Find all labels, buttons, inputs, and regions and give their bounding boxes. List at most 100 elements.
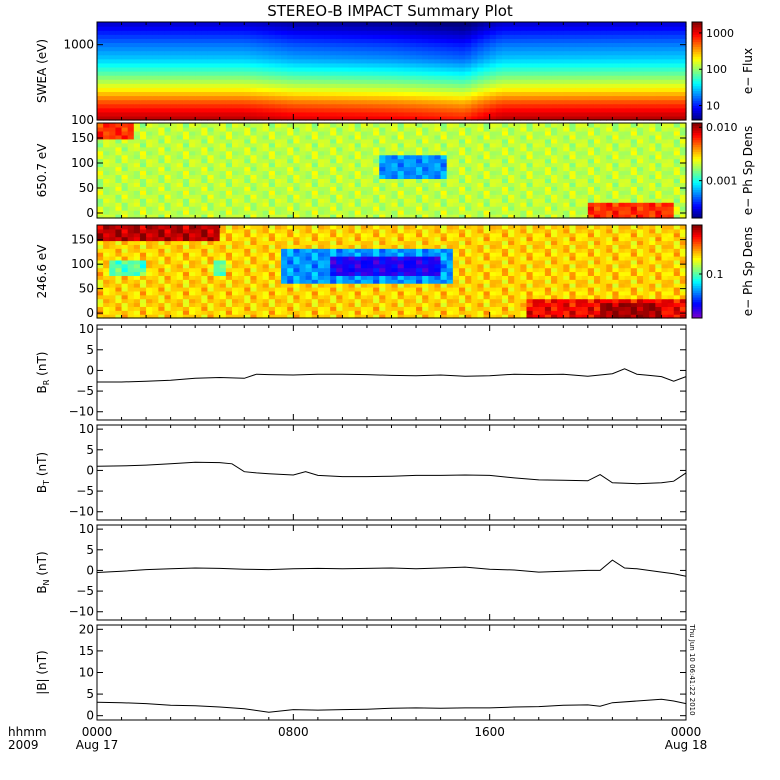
heatmap-cell (495, 178, 503, 183)
heatmap-cell (630, 99, 638, 105)
heatmap-cell (587, 103, 595, 109)
heatmap-cell (649, 134, 656, 140)
heatmap-cell (397, 210, 405, 215)
heatmap-cell (495, 91, 503, 97)
heatmap-cell (109, 206, 117, 211)
heatmap-cell (600, 95, 607, 101)
heatmap-cell (661, 111, 669, 117)
heatmap-cell (526, 75, 534, 80)
heatmap-cell (643, 206, 650, 211)
heatmap-cell (268, 170, 276, 176)
heatmap-cell (612, 158, 620, 164)
heatmap-cell (195, 38, 202, 44)
heatmap-cell (618, 146, 626, 152)
heatmap-cell (299, 210, 307, 215)
heatmap-cell (195, 50, 202, 56)
heatmap-cell (189, 71, 196, 76)
heatmap-cell (189, 210, 196, 215)
heatmap-cell (649, 150, 656, 156)
heatmap-cell (397, 26, 405, 31)
heatmap-cell (373, 75, 380, 80)
heatmap-cell (256, 130, 264, 136)
heatmap-cell (317, 71, 325, 76)
heatmap-cell (483, 26, 491, 31)
heatmap-cell (477, 115, 485, 121)
heatmap-cell (495, 103, 503, 109)
heatmap-cell (428, 186, 436, 191)
heatmap-cell (544, 38, 552, 44)
heatmap-cell (526, 130, 534, 136)
heatmap-cell (508, 154, 515, 160)
heatmap-cell (397, 186, 405, 191)
heatmap-cell (360, 202, 368, 207)
heatmap-cell (317, 190, 325, 195)
heatmap-cell (422, 210, 429, 215)
heatmap-cell (268, 58, 276, 64)
heatmap-cell (477, 202, 485, 207)
heatmap-cell (238, 54, 245, 60)
heatmap-cell (281, 38, 288, 44)
heatmap-cell (471, 134, 478, 140)
heatmap-cell (508, 38, 515, 44)
heatmap-cell (152, 50, 159, 56)
heatmap-cell (446, 58, 454, 64)
heatmap-cell (440, 134, 448, 140)
heatmap-cell (612, 91, 620, 97)
heatmap-cell (514, 134, 521, 140)
heatmap-cell (281, 103, 288, 109)
heatmap-cell (336, 87, 344, 93)
heatmap-cell (416, 91, 423, 97)
heatmap-cell (158, 42, 166, 48)
heatmap-cell (520, 58, 528, 64)
heatmap-cell (434, 310, 442, 315)
heatmap-cell (274, 71, 282, 76)
heatmap-cell (195, 83, 202, 88)
heatmap-cell (152, 66, 159, 72)
heatmap-cell (201, 206, 209, 211)
heatmap-cell (317, 115, 325, 121)
heatmap-cell (655, 214, 663, 219)
heatmap-cell (379, 194, 386, 199)
heatmap-cell (103, 75, 110, 80)
heatmap-cell (581, 50, 589, 56)
heatmap-cell (317, 34, 325, 39)
heatmap-cell (127, 182, 135, 187)
heatmap-cell (317, 111, 325, 117)
colorbar-segment (692, 144, 702, 148)
heatmap-cell (182, 210, 190, 215)
heatmap-cell (489, 310, 497, 315)
heatmap-cell (146, 170, 153, 176)
heatmap-cell (274, 42, 282, 48)
heatmap-cell (581, 66, 589, 72)
heatmap-cell (483, 95, 491, 101)
heatmap-cell (520, 206, 528, 211)
heatmap-cell (606, 170, 613, 176)
heatmap-cell (195, 154, 202, 160)
heatmap-cell (311, 54, 319, 60)
heatmap-cell (606, 166, 613, 172)
heatmap-cell (207, 158, 215, 164)
heatmap-cell (219, 310, 227, 315)
heatmap-cell (397, 79, 405, 84)
heatmap-cell (636, 75, 644, 80)
heatmap-cell (483, 314, 491, 319)
heatmap-cell (262, 107, 270, 113)
heatmap-cell (207, 111, 215, 117)
heatmap-cell (103, 126, 110, 132)
heatmap-cell (501, 79, 509, 84)
heatmap-cell (262, 126, 270, 132)
heatmap-cell (379, 26, 386, 31)
heatmap-cell (569, 174, 577, 180)
heatmap-cell (465, 111, 472, 117)
heatmap-cell (649, 146, 656, 152)
heatmap-cell (403, 134, 411, 140)
heatmap-cell (422, 38, 429, 44)
heatmap-cell (501, 123, 509, 128)
heatmap-cell (342, 138, 350, 144)
heatmap-cell (152, 42, 159, 48)
heatmap-cell (238, 62, 245, 68)
heatmap-cell (495, 146, 503, 152)
heatmap-cell (354, 123, 362, 128)
heatmap-cell (508, 166, 515, 172)
heatmap-cell (477, 123, 485, 128)
